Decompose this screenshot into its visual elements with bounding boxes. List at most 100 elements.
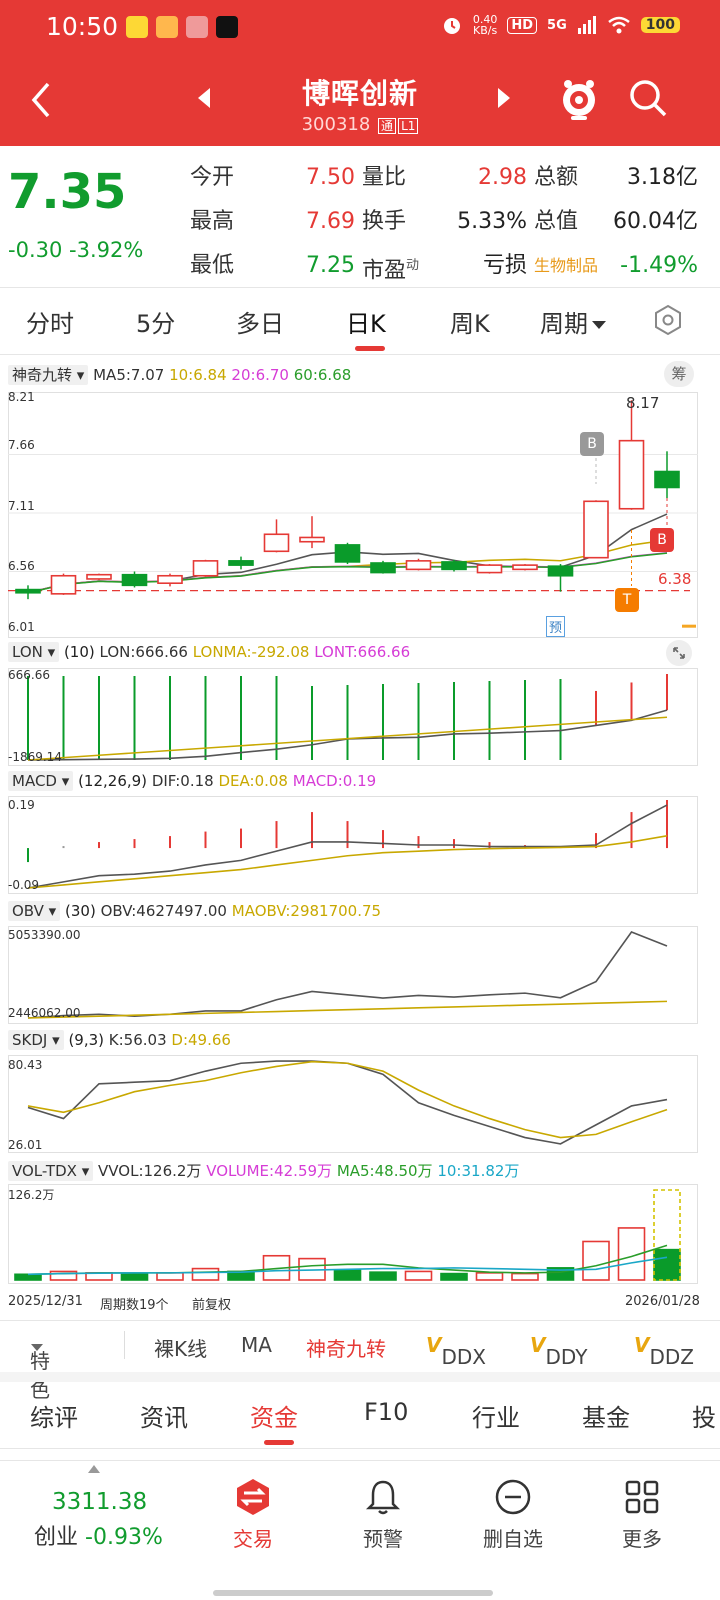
status-time: 10:50: [46, 12, 119, 41]
candlestick-chart[interactable]: [8, 392, 698, 638]
amount: 3.18亿: [627, 165, 698, 190]
panel-frame: [8, 668, 698, 766]
tab-fund[interactable]: 基金: [582, 1404, 630, 1432]
macd-bar: [62, 846, 65, 849]
search-icon[interactable]: [628, 78, 668, 118]
volume-bar: [653, 1248, 681, 1281]
feature-tab-special[interactable]: 特色: [30, 1333, 50, 1402]
indicator-select-lon[interactable]: LON ▾: [8, 642, 60, 662]
axis-end-date: 2026/01/28: [625, 1294, 700, 1309]
index-change[interactable]: 创业 -0.93%: [34, 1525, 163, 1550]
feature-tab-magic-nine[interactable]: 神奇九转: [306, 1337, 386, 1361]
period-count: 周期数19个: [100, 1298, 169, 1313]
next-stock-icon[interactable]: [496, 88, 510, 108]
obv-bottom-tick: 2446062.00: [8, 1006, 81, 1020]
candle-body: [547, 565, 574, 577]
y-tick: 7.11: [8, 499, 35, 513]
v-icon: V: [530, 1333, 546, 1357]
sector-change: -1.49%: [620, 253, 698, 278]
tab-industry[interactable]: 行业: [472, 1404, 520, 1432]
low-value: 7.25: [306, 253, 355, 278]
volume-bar: [333, 1269, 362, 1281]
panel-frame: [8, 392, 698, 638]
volume-bar: [14, 1273, 42, 1281]
signal-t-badge: T: [615, 588, 639, 612]
lon-bottom-tick: -1869.14: [8, 750, 62, 764]
panel-frame: [8, 796, 698, 894]
wifi-icon: [607, 16, 630, 34]
settings-hexagon-icon[interactable]: [652, 304, 684, 336]
forecast-volume-box: [653, 1189, 681, 1281]
indicator-select-main[interactable]: 神奇九转 ▾: [8, 365, 89, 385]
skdj-indicator-label: SKDJ ▾ (9,3) K:56.03 D:49.66: [8, 1030, 231, 1050]
vol-top-tick: 126.2万: [8, 1188, 55, 1202]
stock-nav: 博晖创新 300318 通 L1: [0, 60, 720, 146]
candle-body: [15, 588, 41, 594]
indicator-select-skdj[interactable]: SKDJ ▾: [8, 1030, 64, 1050]
axis-start-date: 2025/12/31: [8, 1294, 83, 1309]
candle-body: [476, 564, 503, 574]
sector-name[interactable]: 生物制品: [534, 256, 599, 275]
volume-bar: [191, 1267, 220, 1281]
candle-body: [441, 561, 467, 571]
tab-daily-k[interactable]: 日K: [346, 310, 386, 338]
price-marker: [682, 624, 696, 628]
prev-stock-icon[interactable]: [198, 88, 212, 108]
obv-top-tick: 5053390.00: [8, 928, 81, 942]
line-price-label: 6.38: [658, 570, 692, 588]
feature-tab-ddx[interactable]: V DDX: [426, 1333, 486, 1369]
tab-5min[interactable]: 5分: [136, 310, 176, 338]
chip-button[interactable]: 筹: [664, 361, 694, 387]
caret-up-icon[interactable]: [88, 1465, 100, 1473]
section-tabs: 综评 资讯 资金 F10 行业 基金 投: [0, 1382, 720, 1448]
panel-frame: [8, 1184, 698, 1284]
indicator-select-macd[interactable]: MACD ▾: [8, 771, 74, 791]
stock-code: 300318 通 L1: [0, 114, 720, 135]
tab-funds[interactable]: 资金: [250, 1404, 298, 1432]
vol-indicator-label: VOL-TDX ▾ VVOL:126.2万 VOLUME:42.59万 MA5:…: [8, 1160, 519, 1181]
section-gap: [0, 1372, 720, 1382]
skdj-chart: [8, 1055, 698, 1153]
tab-news[interactable]: 资讯: [140, 1404, 188, 1432]
macd-chart: [8, 796, 698, 894]
main-indicator-label: 神奇九转 ▾ MA5:7.07 10:6.84 20:6.70 60:6.68: [8, 364, 351, 385]
volume-bar: [404, 1270, 433, 1281]
indicator-select-vol[interactable]: VOL-TDX ▾: [8, 1161, 94, 1181]
connect-badge: 通: [378, 118, 397, 134]
tab-f10[interactable]: F10: [364, 1398, 409, 1426]
feature-tab-ma[interactable]: MA: [241, 1333, 272, 1357]
feature-tabs: 特色 裸K线 MA 神奇九转 V DDX V DDY V DDZ: [0, 1320, 720, 1402]
tab-period[interactable]: 周期: [540, 304, 607, 339]
tab-overview[interactable]: 综评: [30, 1404, 78, 1432]
tiktok-icon: [216, 16, 238, 38]
candle-body: [192, 560, 219, 577]
quote-col-3: 总额 3.18亿 总值 60.04亿 生物制品 -1.49%: [534, 156, 698, 288]
obv-chart: [8, 926, 698, 1024]
macd-bottom-tick: -0.09: [8, 878, 40, 892]
macd-indicator-label: MACD ▾ (12,26,9) DIF:0.18 DEA:0.08 MACD:…: [8, 771, 376, 791]
tab-weekly-k[interactable]: 周K: [450, 310, 490, 338]
last-price: 7.35: [8, 164, 127, 220]
tab-more-partial[interactable]: 投: [692, 1404, 716, 1432]
network-speed: 0.40 KB/s: [472, 13, 498, 37]
mascot-icon[interactable]: [558, 76, 600, 122]
y-tick: 8.21: [8, 390, 35, 404]
adjust-mode[interactable]: 前复权: [192, 1298, 232, 1313]
back-icon[interactable]: [26, 80, 56, 120]
candle-body: [512, 564, 538, 571]
home-indicator[interactable]: [213, 1590, 493, 1596]
expand-icon[interactable]: [666, 640, 692, 666]
index-value[interactable]: 3311.38: [52, 1489, 148, 1515]
skdj-bottom-tick: 26.01: [8, 1138, 43, 1152]
bottom-dock: 3311.38 创业 -0.93% 交易 预警 删自选 更多: [0, 1460, 720, 1600]
feature-tab-ddy[interactable]: V DDY: [530, 1333, 588, 1369]
indicator-select-obv[interactable]: OBV ▾: [8, 901, 61, 921]
signal-b-badge: B: [580, 432, 604, 456]
panel-frame: [8, 1055, 698, 1153]
v-icon: V: [634, 1333, 650, 1357]
tab-intraday[interactable]: 分时: [26, 310, 74, 338]
battery: 100: [640, 17, 680, 33]
feature-tab-naked-k[interactable]: 裸K线: [154, 1337, 208, 1361]
tab-multiday[interactable]: 多日: [236, 310, 284, 338]
feature-tab-ddz[interactable]: V DDZ: [634, 1333, 694, 1369]
